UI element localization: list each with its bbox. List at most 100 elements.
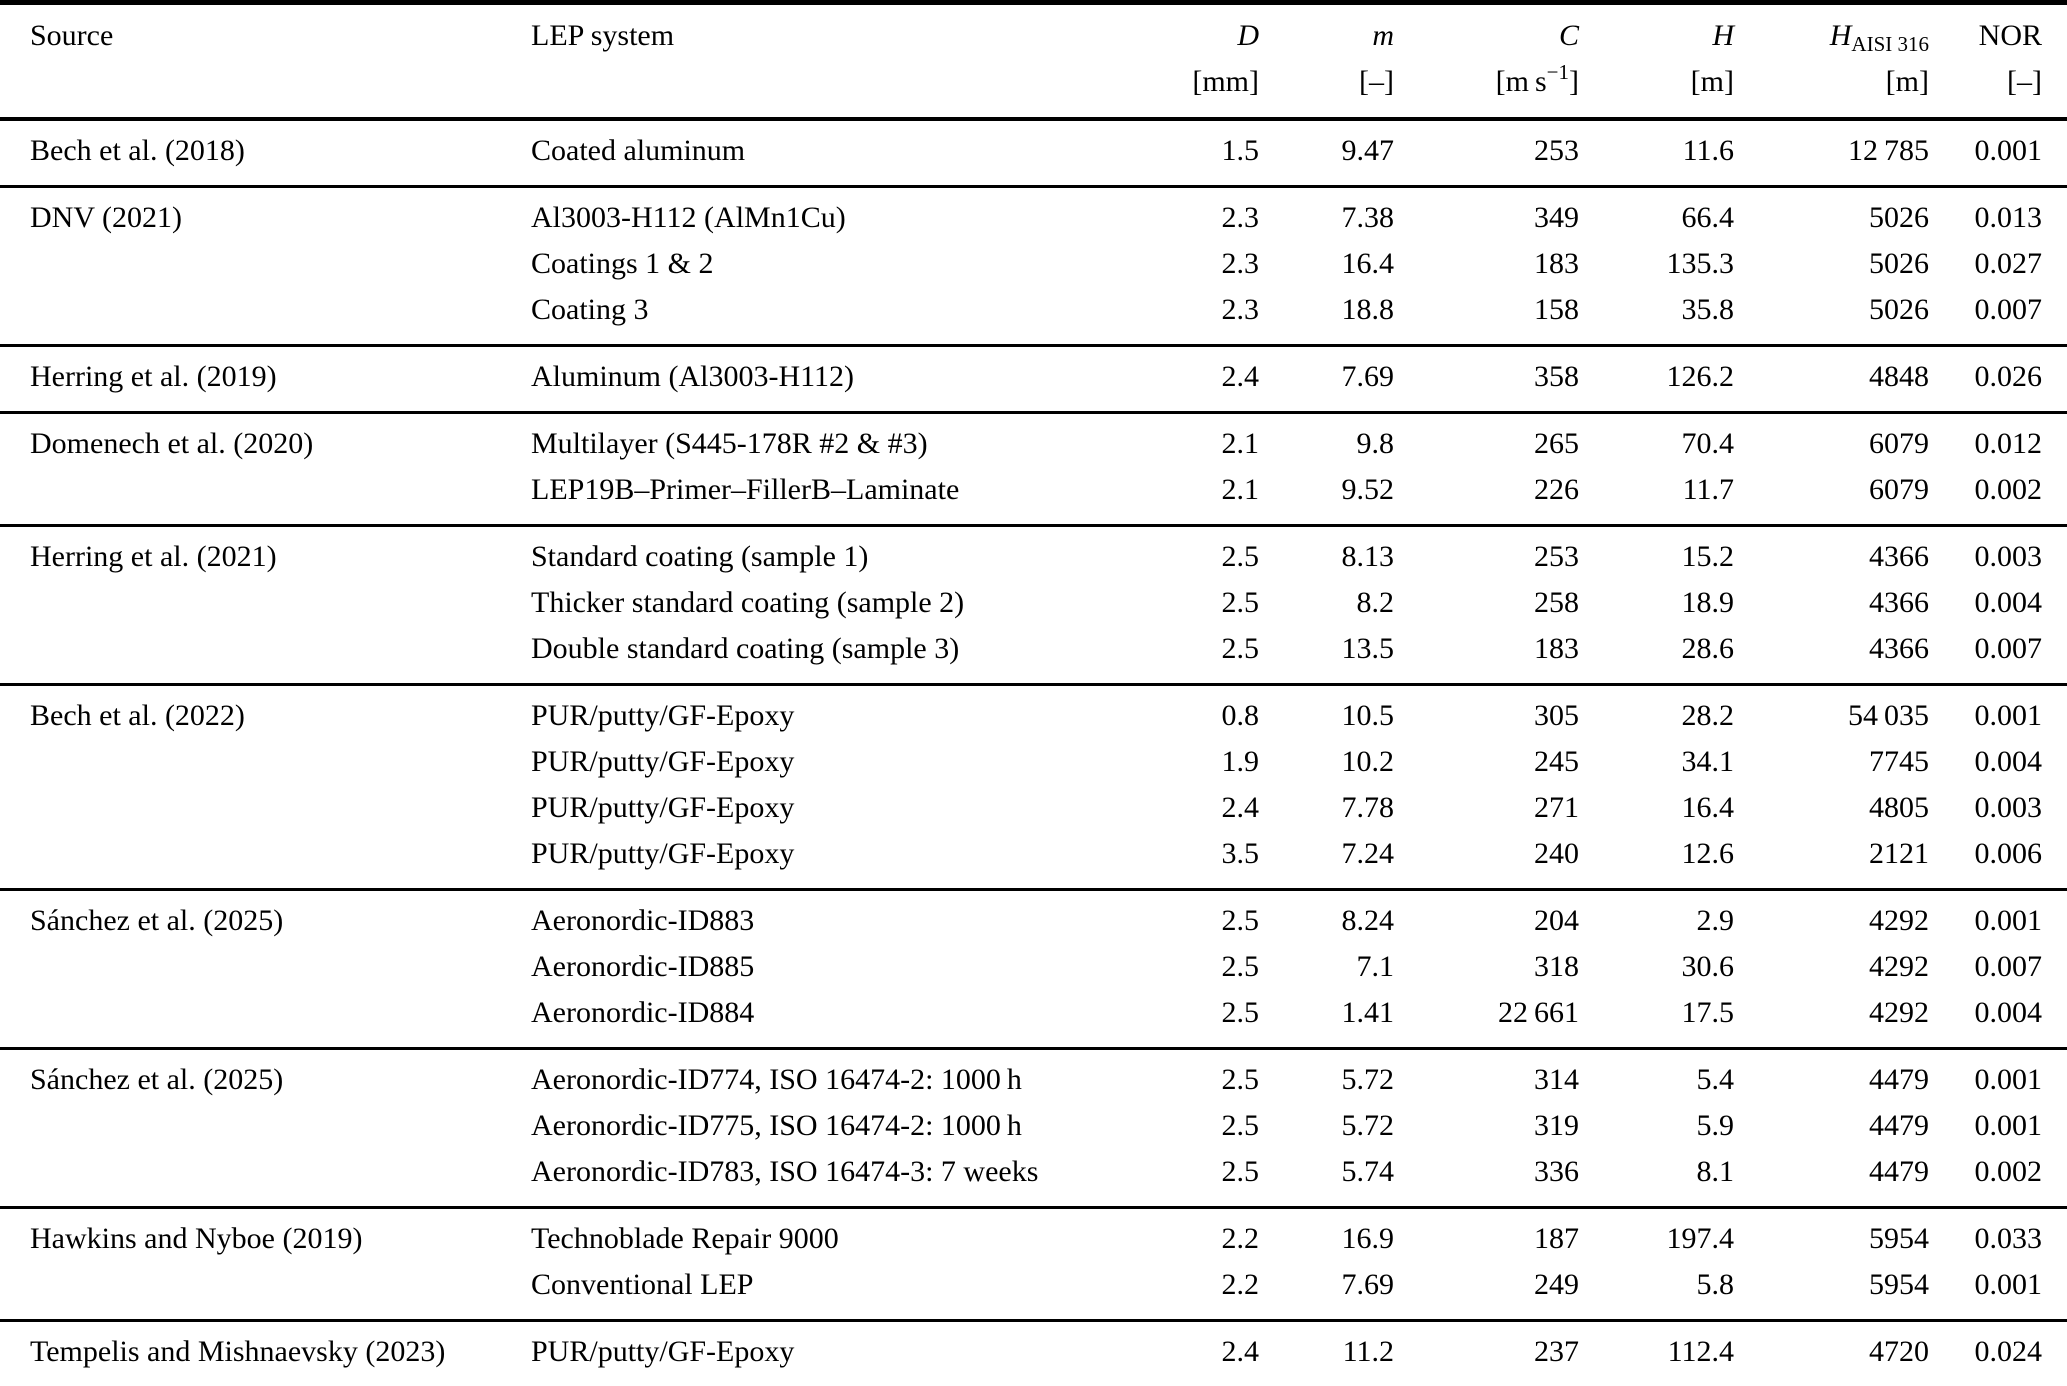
lep-system-cell: Aeronordic-ID774, ISO 16474-2: 1000 h [531,1063,1022,1096]
value-cell-nor: 0.001 [1974,904,2043,937]
value-cell-d: 2.5 [1221,1109,1260,1142]
value-cell-m: 7.1 [1356,950,1395,983]
value-cell-h-aisi: 4479 [1869,1063,1929,1096]
unit-nor: [–] [2007,65,2042,98]
value-cell-d: 2.5 [1221,996,1260,1029]
value-cell-d: 2.5 [1221,950,1260,983]
value-cell-h: 126.2 [1666,360,1735,393]
value-cell-m: 9.8 [1356,427,1395,460]
table-row: Herring et al. (2019) Aluminum (Al3003-H1… [0,346,2067,413]
unit-d: [mm] [1192,65,1259,98]
value-cell-h-aisi: 5026 [1869,201,1929,234]
value-cell-h-aisi: 54 035 [1847,699,1929,732]
table-row: LEP19B–Primer–FillerB–Laminate 2.1 9.52 226… [0,467,2067,526]
value-cell-m: 7.38 [1341,201,1395,234]
value-cell-nor: 0.003 [1974,791,2043,824]
source-cell: Herring et al. (2021) [30,540,277,573]
value-cell-h: 15.2 [1681,540,1735,573]
symbol-d: D [1237,19,1259,52]
value-cell-h-aisi: 5954 [1869,1222,1929,1255]
value-cell-h-aisi: 2121 [1869,837,1929,870]
lep-system-header-label: LEP system [531,19,675,52]
value-cell-c: 258 [1534,586,1579,619]
value-cell-m: 5.72 [1341,1109,1395,1142]
value-cell-h: 2.9 [1696,904,1735,937]
value-cell-d: 1.5 [1221,134,1260,167]
table-row: Conventional LEP 2.2 7.69 249 5.8 5954 0.001 [0,1262,2067,1321]
value-cell-m: 9.47 [1341,134,1395,167]
lep-system-cell: Conventional LEP [531,1268,754,1301]
col-header-impingement: H [m] [1580,3,1735,120]
value-cell-c: 349 [1534,201,1579,234]
value-cell-nor: 0.012 [1974,427,2043,460]
unit-m: [–] [1359,65,1394,98]
lep-system-cell: PUR/putty/GF-Epoxy [531,699,795,732]
col-header-impact-speed: C [m s−1] [1395,3,1580,120]
value-cell-nor: 0.006 [1974,837,2043,870]
value-cell-nor: 0.004 [1974,996,2043,1029]
lep-system-cell: Technoblade Repair 9000 [531,1222,839,1255]
source-group: Herring et al. (2021) Standard coating (s… [0,525,2067,685]
value-cell-h-aisi: 5026 [1869,247,1929,280]
header-row: Source LEP system D [mm] m [–] C [m s−1] [0,3,2067,120]
value-cell-d: 2.1 [1221,473,1260,506]
col-header-impingement-aisi316: HAISI 316 [m] [1735,3,1930,120]
value-cell-c: 319 [1534,1109,1579,1142]
table-row: Bech et al. (2018) Coated aluminum 1.5 9.47… [0,119,2067,187]
value-cell-h: 5.8 [1696,1268,1735,1301]
source-cell: Tempelis and Mishnaevsky (2023) [30,1335,446,1368]
source-cell: DNV (2021) [30,201,182,234]
source-cell [0,990,530,1049]
symbol-c: C [1558,19,1579,52]
value-cell-m: 10.2 [1341,745,1395,778]
value-cell-c: 183 [1534,632,1579,665]
lep-system-cell: Standard coating (sample 1) [531,540,869,573]
unit-c-superscript: −1 [1546,60,1569,84]
value-cell-h-aisi: 6079 [1869,473,1929,506]
value-cell-h: 28.6 [1681,632,1735,665]
source-group: Bech et al. (2022) PUR/putty/GF-Epoxy 0.8 1… [0,684,2067,890]
value-cell-d: 2.5 [1221,632,1260,665]
value-cell-c: 358 [1534,360,1579,393]
table-row: Aeronordic-ID884 2.5 1.41 22 661 17.5 4292 0.0… [0,990,2067,1049]
value-cell-d: 0.8 [1221,699,1260,732]
value-cell-nor: 0.001 [1974,134,2043,167]
value-cell-h-aisi: 12 785 [1847,134,1929,167]
source-cell [0,626,530,685]
source-group: Bech et al. (2018) Coated aluminum 1.5 9.47… [0,119,2067,187]
value-cell-nor: 0.004 [1974,586,2043,619]
source-cell [0,944,530,990]
lep-system-cell: Thicker standard coating (sample 2) [531,586,965,619]
value-cell-c: 204 [1534,904,1579,937]
source-cell: Domenech et al. (2020) [30,427,314,460]
source-cell: Sánchez et al. (2025) [30,1063,284,1096]
value-cell-d: 2.5 [1221,1063,1260,1096]
value-cell-h: 12.6 [1681,837,1735,870]
source-group: Domenech et al. (2020) Multilayer (S445-1… [0,412,2067,526]
col-header-source: Source [0,3,530,120]
lep-system-cell: Coated aluminum [531,134,746,167]
value-cell-h: 17.5 [1681,996,1735,1029]
source-cell [0,467,530,526]
value-cell-m: 13.5 [1341,632,1395,665]
table-row: Sánchez et al. (2025) Aeronordic-ID883 2.5… [0,890,2067,945]
value-cell-h: 112.4 [1667,1335,1734,1368]
value-cell-d: 2.1 [1221,427,1260,460]
value-cell-c: 240 [1534,837,1579,870]
source-cell [0,785,530,831]
value-cell-h-aisi: 5026 [1869,293,1929,326]
value-cell-d: 2.5 [1221,540,1260,573]
source-cell [0,1103,530,1149]
value-cell-d: 2.2 [1221,1268,1260,1301]
value-cell-h: 35.8 [1681,293,1735,326]
value-cell-nor: 0.002 [1974,1155,2043,1188]
table-row: Aeronordic-ID783, ISO 16474-3: 7 weeks 2.… [0,1149,2067,1208]
value-cell-nor: 0.001 [1974,1268,2043,1301]
value-cell-d: 2.5 [1221,904,1260,937]
value-cell-c: 336 [1534,1155,1579,1188]
source-group: Sánchez et al. (2025) Aeronordic-ID774, I… [0,1048,2067,1208]
table-row: Tempelis and Mishnaevsky (2023) PUR/putty… [0,1321,2067,1386]
source-group: Tempelis and Mishnaevsky (2023) PUR/putty… [0,1320,2067,1386]
value-cell-h: 70.4 [1681,427,1735,460]
unit-h: [m] [1690,65,1734,98]
